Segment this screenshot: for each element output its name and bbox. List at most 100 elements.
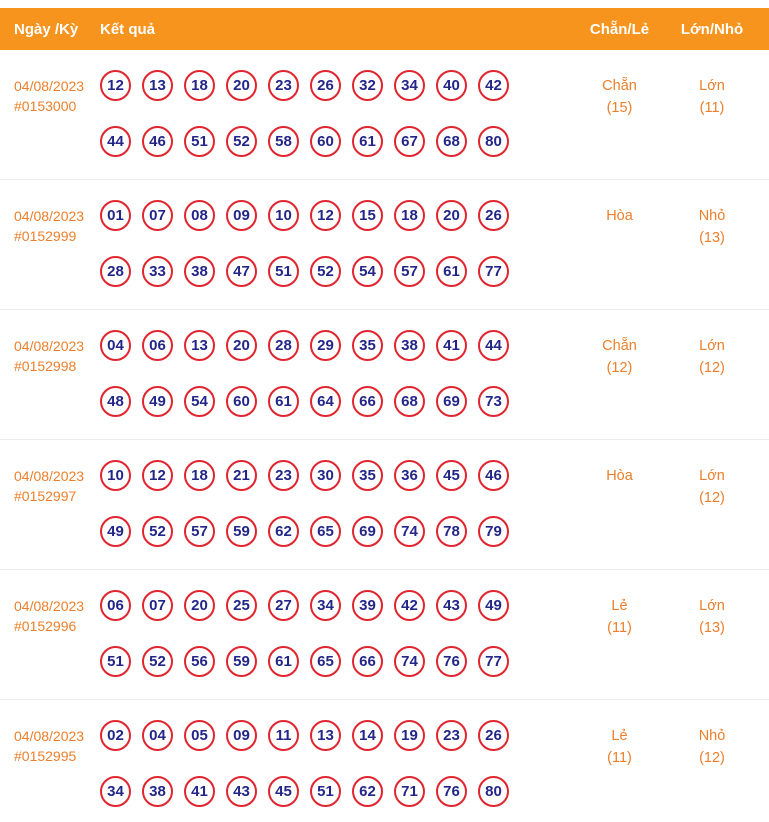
draw-info: 04/08/2023 #0152999 — [0, 200, 100, 247]
parity-label: Chẵn — [602, 338, 637, 354]
draw-info: 04/08/2023 #0152995 — [0, 720, 100, 767]
parity-cell: Hòa — [572, 200, 667, 227]
size-cell: Nhỏ (12) — [667, 720, 757, 770]
number-ball: 34 — [394, 70, 425, 101]
number-ball: 68 — [436, 126, 467, 157]
number-ball: 52 — [142, 516, 173, 547]
number-ball: 66 — [352, 386, 383, 417]
numbers-lines: 01 07 08 09 10 12 15 18 20 26 28 33 38 47 51 52 54 57 61 77 — [100, 200, 572, 287]
number-ball: 79 — [478, 516, 509, 547]
number-ball: 49 — [478, 590, 509, 621]
numbers-line: 01 07 08 09 10 12 15 18 20 26 — [100, 200, 572, 231]
numbers-line: 48 49 54 60 61 64 66 68 69 73 — [100, 386, 572, 417]
number-ball: 45 — [268, 776, 299, 807]
number-ball: 01 — [100, 200, 131, 231]
number-ball: 76 — [436, 776, 467, 807]
draw-id: #0153000 — [14, 98, 77, 115]
number-ball: 28 — [268, 330, 299, 361]
draw-info: 04/08/2023 #0152997 — [0, 460, 100, 507]
number-ball: 10 — [100, 460, 131, 491]
parity-cell: Hòa — [572, 460, 667, 487]
numbers-line: 10 12 18 21 23 30 35 36 45 46 — [100, 460, 572, 491]
parity-label: Hòa — [606, 468, 633, 484]
number-ball: 42 — [394, 590, 425, 621]
number-ball: 71 — [394, 776, 425, 807]
number-ball: 41 — [436, 330, 467, 361]
number-ball: 40 — [436, 70, 467, 101]
number-ball: 30 — [310, 460, 341, 491]
number-ball: 49 — [100, 516, 131, 547]
numbers-lines: 06 07 20 25 27 34 39 42 43 49 51 52 56 59 61 65 66 74 76 77 — [100, 590, 572, 677]
number-ball: 38 — [394, 330, 425, 361]
parity-label: Chẵn — [602, 78, 637, 94]
number-ball: 32 — [352, 70, 383, 101]
size-count: (12) — [699, 360, 725, 377]
number-ball: 06 — [100, 590, 131, 621]
number-ball: 68 — [394, 386, 425, 417]
number-ball: 60 — [226, 386, 257, 417]
number-ball: 27 — [268, 590, 299, 621]
number-ball: 43 — [226, 776, 257, 807]
header-result-column: Kết quả — [100, 20, 156, 38]
number-ball: 18 — [184, 460, 215, 491]
number-ball: 77 — [478, 646, 509, 677]
number-ball: 69 — [436, 386, 467, 417]
number-ball: 61 — [352, 126, 383, 157]
draw-date: 04/08/2023 — [14, 598, 85, 614]
parity-cell: Chẵn (12) — [572, 330, 667, 380]
number-ball: 12 — [142, 460, 173, 491]
number-ball: 57 — [394, 256, 425, 287]
number-ball: 12 — [100, 70, 131, 101]
number-ball: 05 — [184, 720, 215, 751]
number-ball: 10 — [268, 200, 299, 231]
number-ball: 35 — [352, 330, 383, 361]
size-label: Lớn — [699, 598, 725, 614]
number-ball: 25 — [226, 590, 257, 621]
number-ball: 20 — [436, 200, 467, 231]
number-ball: 62 — [268, 516, 299, 547]
number-ball: 48 — [100, 386, 131, 417]
numbers-lines: 10 12 18 21 23 30 35 36 45 46 49 52 57 59 62 65 69 74 78 79 — [100, 460, 572, 547]
draw-date: 04/08/2023 — [14, 728, 85, 744]
number-ball: 46 — [478, 460, 509, 491]
number-ball: 29 — [310, 330, 341, 361]
numbers-lines: 12 13 18 20 23 26 32 34 40 42 44 46 51 52 58 60 61 67 68 80 — [100, 70, 572, 157]
draw-id: #0152997 — [14, 488, 77, 505]
table-header: Ngày /Kỳ Kết quả Chẵn/Lẻ Lớn/Nhỏ — [0, 8, 769, 50]
number-ball: 12 — [310, 200, 341, 231]
number-ball: 26 — [478, 720, 509, 751]
number-ball: 73 — [478, 386, 509, 417]
number-ball: 26 — [478, 200, 509, 231]
number-ball: 76 — [436, 646, 467, 677]
number-ball: 74 — [394, 646, 425, 677]
header-size-column: Lớn/Nhỏ — [680, 20, 744, 38]
result-row: 04/08/2023 #0152997 10 12 18 21 23 30 35 36 45 46… — [0, 440, 769, 570]
number-ball: 09 — [226, 720, 257, 751]
number-ball: 51 — [268, 256, 299, 287]
numbers-lines: 02 04 05 09 11 13 14 19 23 26 34 38 41 43 45 51 62 71 76 80 — [100, 720, 572, 807]
draw-info: 04/08/2023 #0153000 — [0, 70, 100, 117]
number-ball: 66 — [352, 646, 383, 677]
numbers-line: 12 13 18 20 23 26 32 34 40 42 — [100, 70, 572, 101]
number-ball: 38 — [184, 256, 215, 287]
number-ball: 07 — [142, 200, 173, 231]
number-ball: 21 — [226, 460, 257, 491]
size-cell: Lớn (13) — [667, 590, 757, 640]
result-row: 04/08/2023 #0153000 12 13 18 20 23 26 32 34 40 42… — [0, 50, 769, 180]
size-count: (13) — [699, 620, 725, 637]
draw-date: 04/08/2023 — [14, 468, 85, 484]
number-ball: 61 — [268, 646, 299, 677]
parity-label: Lẻ — [611, 598, 628, 614]
number-ball: 51 — [184, 126, 215, 157]
size-count: (12) — [699, 490, 725, 507]
number-ball: 35 — [352, 460, 383, 491]
number-ball: 54 — [184, 386, 215, 417]
number-ball: 52 — [226, 126, 257, 157]
draw-date: 04/08/2023 — [14, 338, 85, 354]
number-ball: 74 — [394, 516, 425, 547]
draw-id: #0152995 — [14, 748, 77, 765]
header-parity-column: Chẵn/Lẻ — [589, 20, 650, 38]
size-label: Lớn — [699, 78, 725, 94]
number-ball: 80 — [478, 776, 509, 807]
